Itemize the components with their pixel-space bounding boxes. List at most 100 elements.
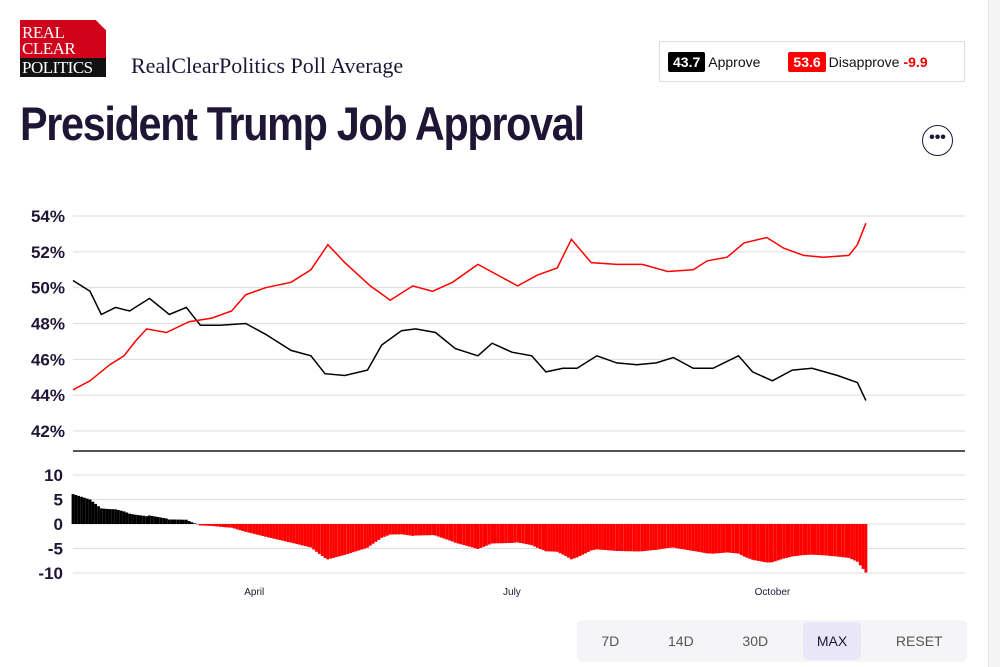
spread-bar [799,524,803,556]
spread-bar [785,524,789,558]
spread-bar [224,524,228,528]
spread-bar [666,524,670,548]
spread-bar [340,524,344,556]
spread-bar [442,524,446,539]
spread-bar [601,524,604,550]
spread-bar [213,524,217,527]
spread-bar [487,524,491,545]
spread-bar [394,524,398,535]
spread-bar [847,524,851,558]
spread-bar [385,524,389,536]
spread-bar [366,524,369,548]
range-7d-button[interactable]: 7D [601,633,620,649]
ellipsis-icon: ••• [929,129,946,146]
spread-bar [91,501,95,524]
spread-bar [516,524,520,543]
spread-bar [504,524,508,544]
spread-bar [414,524,418,536]
spread-bar [309,524,313,548]
more-options-button[interactable]: ••• [922,125,953,156]
spread-bar [116,510,120,524]
spread-bar [258,524,262,536]
spread-bar [739,524,743,556]
spread-bar [156,517,160,524]
spread-bar [400,524,403,535]
spread-bar [669,524,672,548]
spread-bar [303,524,307,547]
spread-bar [261,524,265,536]
range-14d-button[interactable]: 14D [668,633,694,649]
spread-bar [643,524,647,551]
spread-bar [615,524,619,551]
spread-bar [751,524,755,560]
spread-bar [606,524,610,551]
spread-bar [71,494,75,524]
spread-bar [301,524,304,546]
spread-bar [519,524,522,543]
spread-bar [652,524,655,551]
spread-bar [184,519,188,524]
spread-bar [802,524,806,556]
spread-bar [332,524,335,558]
disapprove-label: Disapprove [828,53,900,70]
spread-bar [544,524,548,552]
spread-bar [264,524,267,537]
y-tick-label: 46% [31,350,65,369]
spread-bar [632,524,636,552]
spread-bar [207,524,211,526]
y-tick-label: 50% [31,279,65,298]
approve-value: 43.7 [668,51,706,72]
spread-bar [272,524,276,539]
spread-bar [584,524,587,554]
spread-bar [722,524,726,553]
spread-bar [252,524,256,534]
spread-bar [323,524,327,559]
spread-bar [737,524,740,554]
spread-bar [844,524,848,558]
spread-bar [507,524,511,543]
rcp-logo[interactable]: REAL CLEAR POLITICS [20,20,106,77]
spread-bar [371,524,375,544]
spread-bar [289,524,293,543]
spread-bar [238,524,242,531]
range-max-button[interactable]: MAX [802,622,862,660]
spread-bar [431,524,435,536]
spread-bar [320,524,324,556]
spread-bar [674,524,678,549]
reset-button[interactable]: RESET [895,633,943,649]
spread-bar [179,519,183,524]
spread-bar [182,519,185,524]
spread-bar [462,524,466,545]
spread-bar [788,524,791,558]
page-subtitle: RealClearPolitics Poll Average [131,53,404,78]
spread-bar [612,524,616,551]
spread-bar [391,524,395,535]
spread-bar [476,524,480,549]
spread-bar [677,524,681,549]
spread-bar [691,524,695,551]
spread-bar [317,524,321,554]
spread-bar [734,524,738,554]
spread-bar [635,524,638,552]
spread-bar [153,516,157,524]
spread-bar [793,524,797,557]
spread-bar [555,524,559,552]
spread-bar [142,515,146,524]
range-30d-button[interactable]: 30D [742,633,769,649]
scrollbar[interactable] [988,0,1000,667]
spread-bar [419,524,423,536]
spread-bar [167,519,171,524]
spread-bar [604,524,607,550]
spread-bar [315,524,318,552]
spread-bar [159,517,163,524]
spread-bar [439,524,443,538]
spread-bar [805,524,808,555]
spread-bar [125,512,129,524]
spread-bar [759,524,763,562]
y-tick-label: -10 [38,564,63,583]
logo-text: REAL [22,23,65,42]
spread-bar [298,524,301,545]
spread-bar [779,524,783,560]
spread-bar [267,524,270,538]
spread-bar [620,524,624,552]
